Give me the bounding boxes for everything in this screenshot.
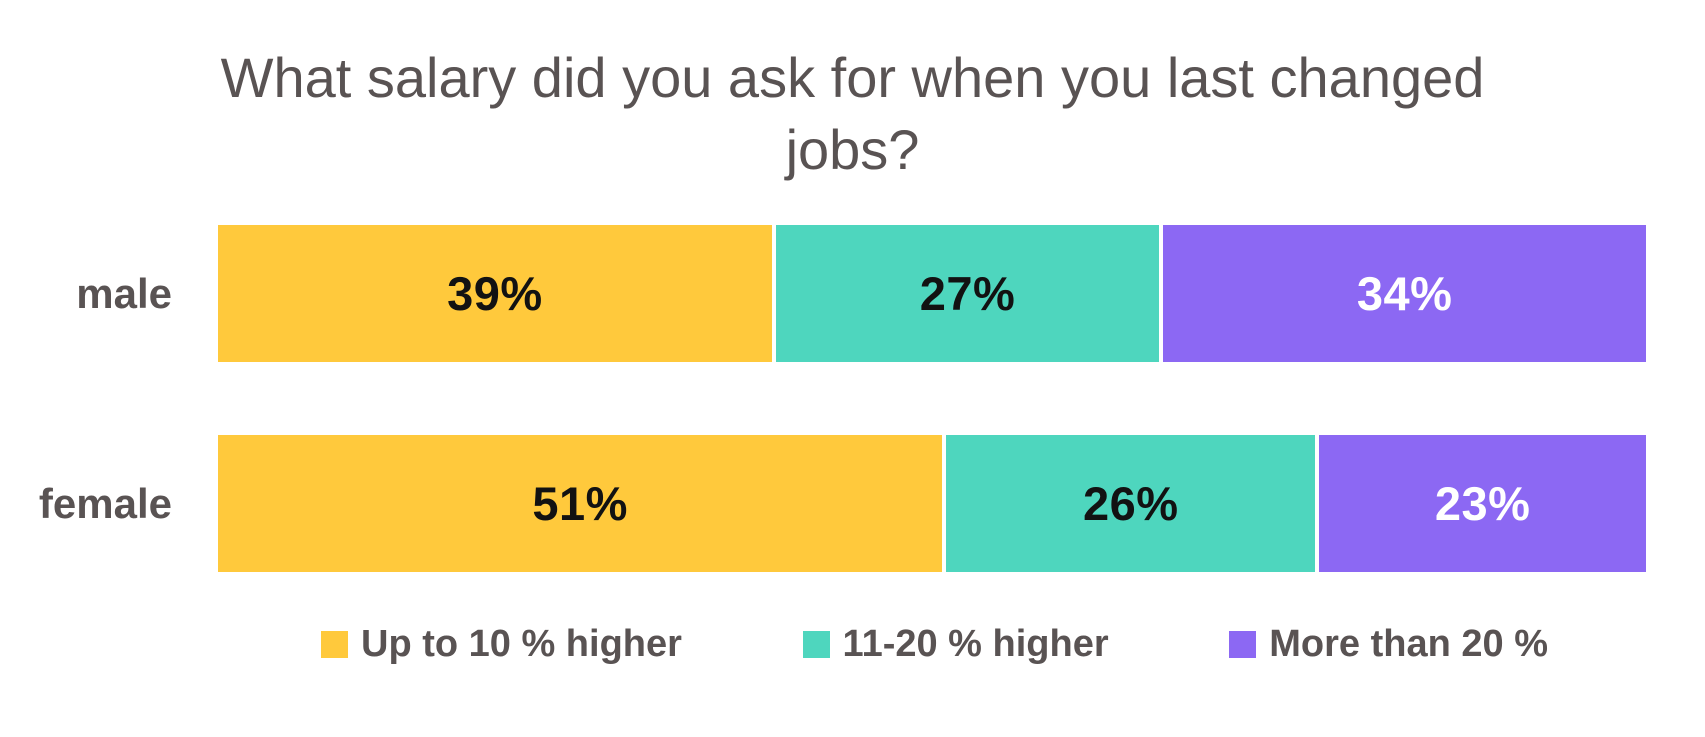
legend-item: More than 20 % [1226, 623, 1548, 666]
bar-row: female 51% 26% 23% [0, 435, 1705, 572]
chart-title: What salary did you ask for when you las… [220, 46, 1485, 181]
legend-item: Up to 10 % higher [318, 623, 682, 666]
stacked-bar: 51% 26% 23% [218, 435, 1646, 572]
segment-value-label: 34% [1356, 267, 1453, 320]
bar-segment: 26% [946, 435, 1316, 572]
legend-label: Up to 10 % higher [361, 622, 682, 665]
segment-value-label: 26% [1083, 477, 1179, 530]
bar-segment: 39% [218, 225, 772, 362]
bar-row: male 39% 27% 34% [0, 225, 1705, 362]
legend-swatch-icon [799, 627, 833, 661]
segment-value-label: 23% [1434, 477, 1531, 530]
category-label: female [38, 479, 172, 527]
segment-value-label: 27% [919, 267, 1016, 320]
y-axis-line [214, 187, 217, 605]
legend-item: 11-20 % higher [799, 622, 1109, 666]
stacked-bar: 39% 27% 34% [218, 225, 1646, 362]
legend-swatch-icon [1226, 627, 1260, 661]
bar-segment: 51% [218, 435, 943, 572]
segment-value-label: 39% [447, 267, 543, 320]
legend-label: 11-20 % higher [842, 622, 1109, 665]
legend-swatch-icon [318, 627, 351, 661]
bar-segment: 34% [1163, 225, 1646, 362]
segment-value-label: 51% [532, 477, 628, 530]
bar-segment: 23% [1319, 435, 1646, 572]
bar-segment: 27% [775, 225, 1160, 362]
legend-label: More than 20 % [1269, 622, 1548, 665]
category-label: male [76, 269, 172, 317]
legend: Up to 10 % higher 11-20 % higher More than… [318, 620, 1548, 668]
